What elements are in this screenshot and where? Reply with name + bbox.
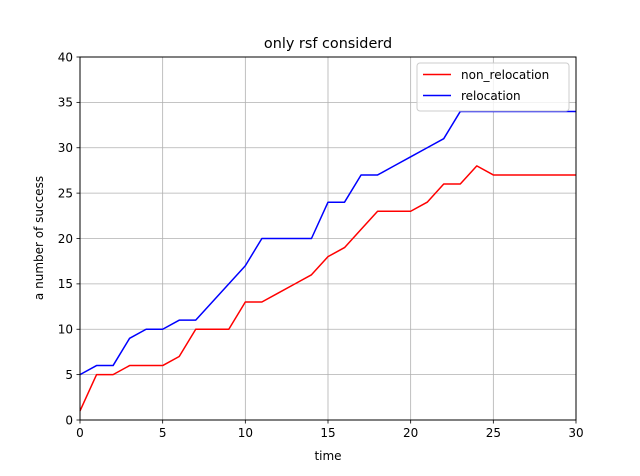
x-tick-label: 5 [159,426,167,440]
legend-box [416,62,570,112]
x-tick-label: 15 [320,426,335,440]
series-line-non-relocation [79,165,576,412]
y-tick-label: 40 [58,50,73,64]
chart-title: only rsf considerd [264,36,392,52]
legend-label-relocation: relocation [461,89,521,103]
y-tick-label: 15 [58,277,73,291]
y-tick-label: 35 [58,96,73,110]
x-axis-label: time [314,449,341,463]
y-tick-label: 10 [58,323,73,337]
x-tick-label: 20 [403,426,418,440]
x-tick-label: 0 [76,426,84,440]
y-tick-label: 20 [58,232,73,246]
x-tick-label: 30 [568,426,583,440]
axis-ticks: 0 5 10 15 20 25 30 0 5 10 15 20 25 30 35 40 [58,50,584,440]
legend: non_relocation relocation [416,62,570,112]
x-tick-label: 25 [486,426,501,440]
legend-label-non-relocation: non_relocation [461,68,549,82]
y-axis-label: a number of success [32,176,46,300]
y-tick-label: 0 [65,413,73,427]
y-tick-label: 30 [58,141,73,155]
y-tick-label: 25 [58,186,73,200]
x-tick-label: 10 [238,426,253,440]
y-tick-label: 5 [65,368,73,382]
